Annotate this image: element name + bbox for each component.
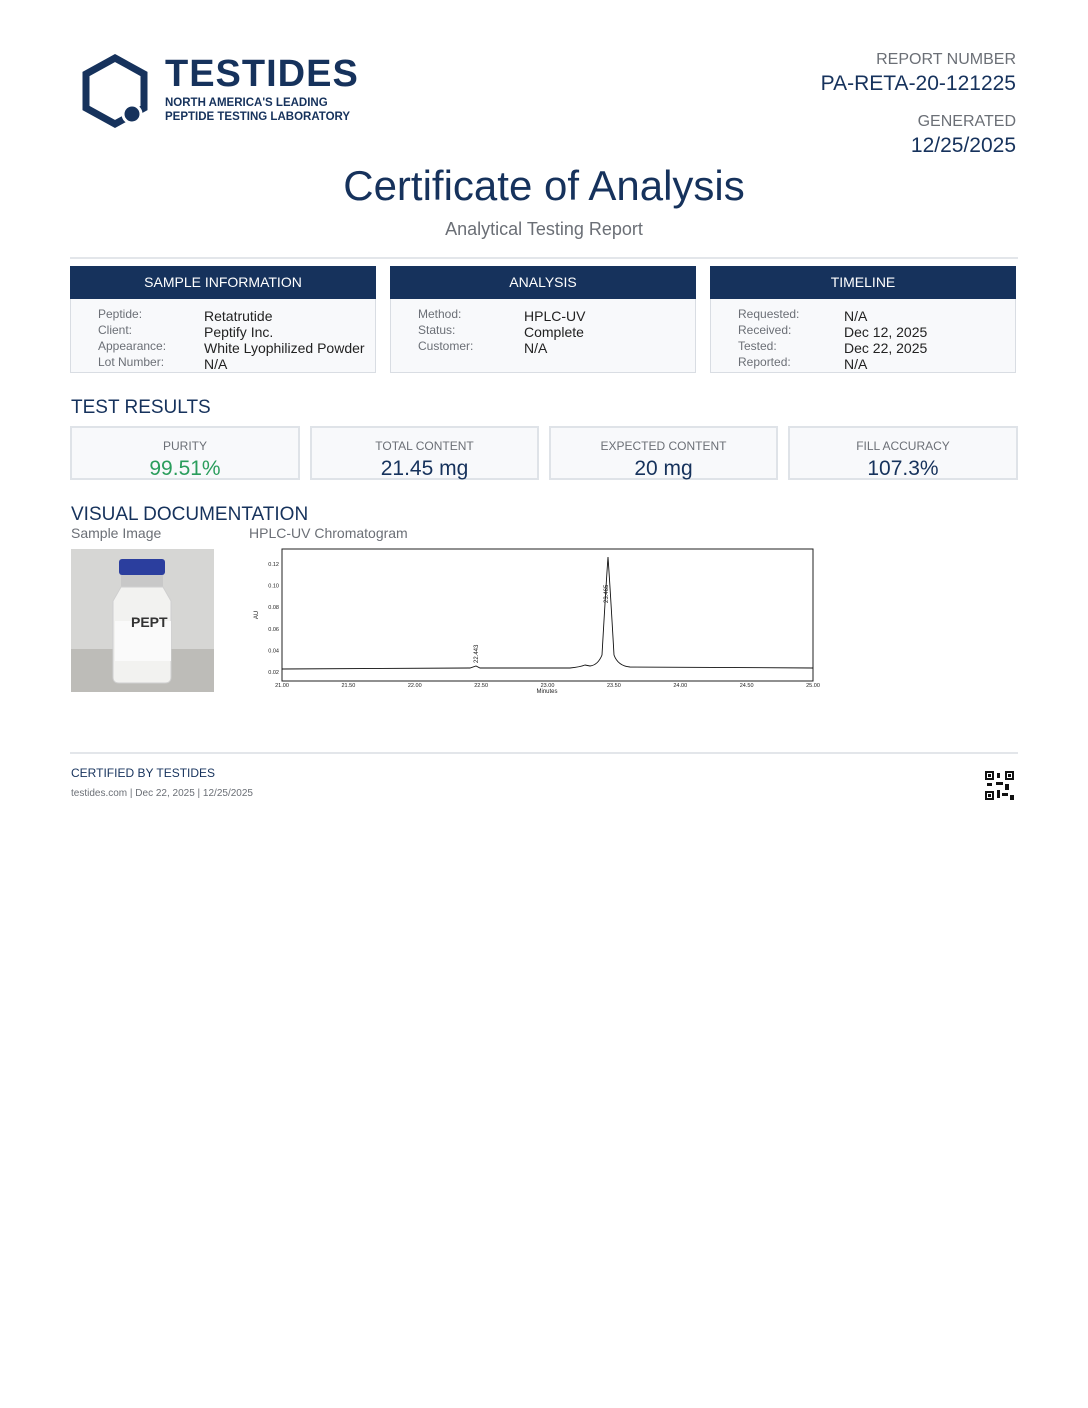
field-label: Method:	[418, 307, 462, 321]
divider	[70, 752, 1018, 754]
x-tick-label: 23.50	[607, 683, 621, 689]
result-value: 99.51%	[149, 457, 221, 480]
field-label: Client:	[98, 323, 133, 337]
info-panel: SAMPLE INFORMATION Peptide: Retatrutide Cli…	[70, 266, 376, 373]
field-value: Complete	[524, 324, 584, 340]
x-tick-label: 25.00	[806, 683, 820, 689]
x-tick-label: 22.00	[408, 683, 422, 689]
tagline: NORTH AMERICA'S LEADING	[165, 97, 328, 109]
field-label: Customer:	[418, 339, 474, 353]
field-value: Peptify Inc.	[204, 324, 274, 340]
field-label: Requested:	[738, 307, 800, 321]
report-number-label: REPORT NUMBER	[876, 51, 1016, 68]
y-tick-label: 0.04	[268, 648, 279, 654]
field-label: Reported:	[738, 355, 791, 369]
caption: Sample Image	[71, 525, 162, 541]
x-tick-label: 24.00	[673, 683, 687, 689]
result-card: TOTAL CONTENT 21.45 mg	[310, 426, 539, 480]
y-tick-label: 0.12	[268, 562, 279, 568]
field-label: Peptide:	[98, 307, 143, 321]
field-value: Dec 22, 2025	[844, 340, 928, 356]
info-panel: ANALYSIS Method: HPLC-UV Status: Complete Cus…	[390, 266, 696, 373]
caption: HPLC-UV Chromatogram	[249, 525, 408, 541]
result-label: TOTAL CONTENT	[375, 439, 474, 453]
peak-label: 23.465	[604, 584, 610, 603]
x-axis-label: Minutes	[536, 689, 557, 695]
x-tick-label: 22.50	[474, 683, 488, 689]
result-card: EXPECTED CONTENT 20 mg	[549, 426, 778, 480]
title: Certificate of Analysis	[343, 162, 745, 209]
field-value: N/A	[524, 340, 548, 356]
x-tick-label: 21.00	[275, 683, 289, 689]
report-number: PA-RETA-20-121225	[820, 72, 1016, 95]
panel-title: TIMELINE	[710, 266, 1016, 299]
result-value: 21.45 mg	[380, 457, 469, 480]
generated-date: 12/25/2025	[910, 134, 1016, 157]
field-value: Retatrutide	[204, 308, 273, 324]
chromatogram: 0.12 0.10 0.08 0.06 0.04 0.02 21.00 21.50 22.00 2…	[254, 548, 820, 695]
field-label: Received:	[738, 323, 792, 337]
divider	[70, 257, 1018, 259]
result-label: PURITY	[162, 439, 207, 453]
x-tick-label: 24.50	[740, 683, 754, 689]
field-label: Appearance:	[98, 339, 167, 353]
logo-mark	[82, 54, 148, 128]
y-tick-label: 0.02	[268, 670, 279, 676]
field-value: N/A	[204, 356, 228, 372]
section-title: TEST RESULTS	[71, 397, 211, 418]
certified: CERTIFIED BY TESTIDES	[71, 766, 216, 780]
sample-image: PEPT	[71, 549, 214, 692]
result-card: PURITY 99.51%	[70, 426, 300, 480]
result-card: FILL ACCURACY 107.3%	[788, 426, 1018, 480]
panel-title: ANALYSIS	[390, 266, 696, 299]
peak-label: 22.443	[474, 644, 480, 663]
brand: TESTIDES	[165, 53, 359, 95]
field-value: N/A	[844, 308, 868, 324]
result-label: EXPECTED CONTENT	[600, 439, 727, 453]
result-value: 20 mg	[634, 457, 693, 480]
x-tick-label: 21.50	[341, 683, 355, 689]
footer-meta: testides.com | Dec 22, 2025 | 12/25/2025	[71, 788, 253, 799]
result-label: FILL ACCURACY	[856, 439, 950, 453]
result-value: 107.3%	[867, 457, 939, 480]
tagline: PEPTIDE TESTING LABORATORY	[165, 111, 351, 123]
field-value: HPLC-UV	[524, 308, 586, 324]
field-label: Status:	[418, 323, 456, 337]
y-tick-label: 0.10	[268, 584, 279, 590]
field-value: White Lyophilized Powder	[204, 340, 365, 356]
field-label: Tested:	[738, 339, 777, 353]
field-label: Lot Number:	[98, 355, 165, 369]
qr-code	[985, 771, 1014, 800]
field-value: N/A	[844, 356, 868, 372]
info-panel: TIMELINE Requested: N/A Received: Dec 12, 20…	[710, 266, 1016, 373]
section-title: VISUAL DOCUMENTATION	[71, 504, 309, 525]
field-value: Dec 12, 2025	[844, 324, 928, 340]
svg-text:PEPT: PEPT	[131, 614, 168, 630]
subtitle: Analytical Testing Report	[445, 219, 643, 239]
y-axis-label: AU	[254, 611, 260, 619]
x-tick-label: 23.00	[541, 683, 555, 689]
panel-title: SAMPLE INFORMATION	[70, 266, 376, 299]
generated-label: GENERATED	[917, 113, 1016, 130]
y-tick-label: 0.08	[268, 605, 279, 611]
y-tick-label: 0.06	[268, 627, 279, 633]
